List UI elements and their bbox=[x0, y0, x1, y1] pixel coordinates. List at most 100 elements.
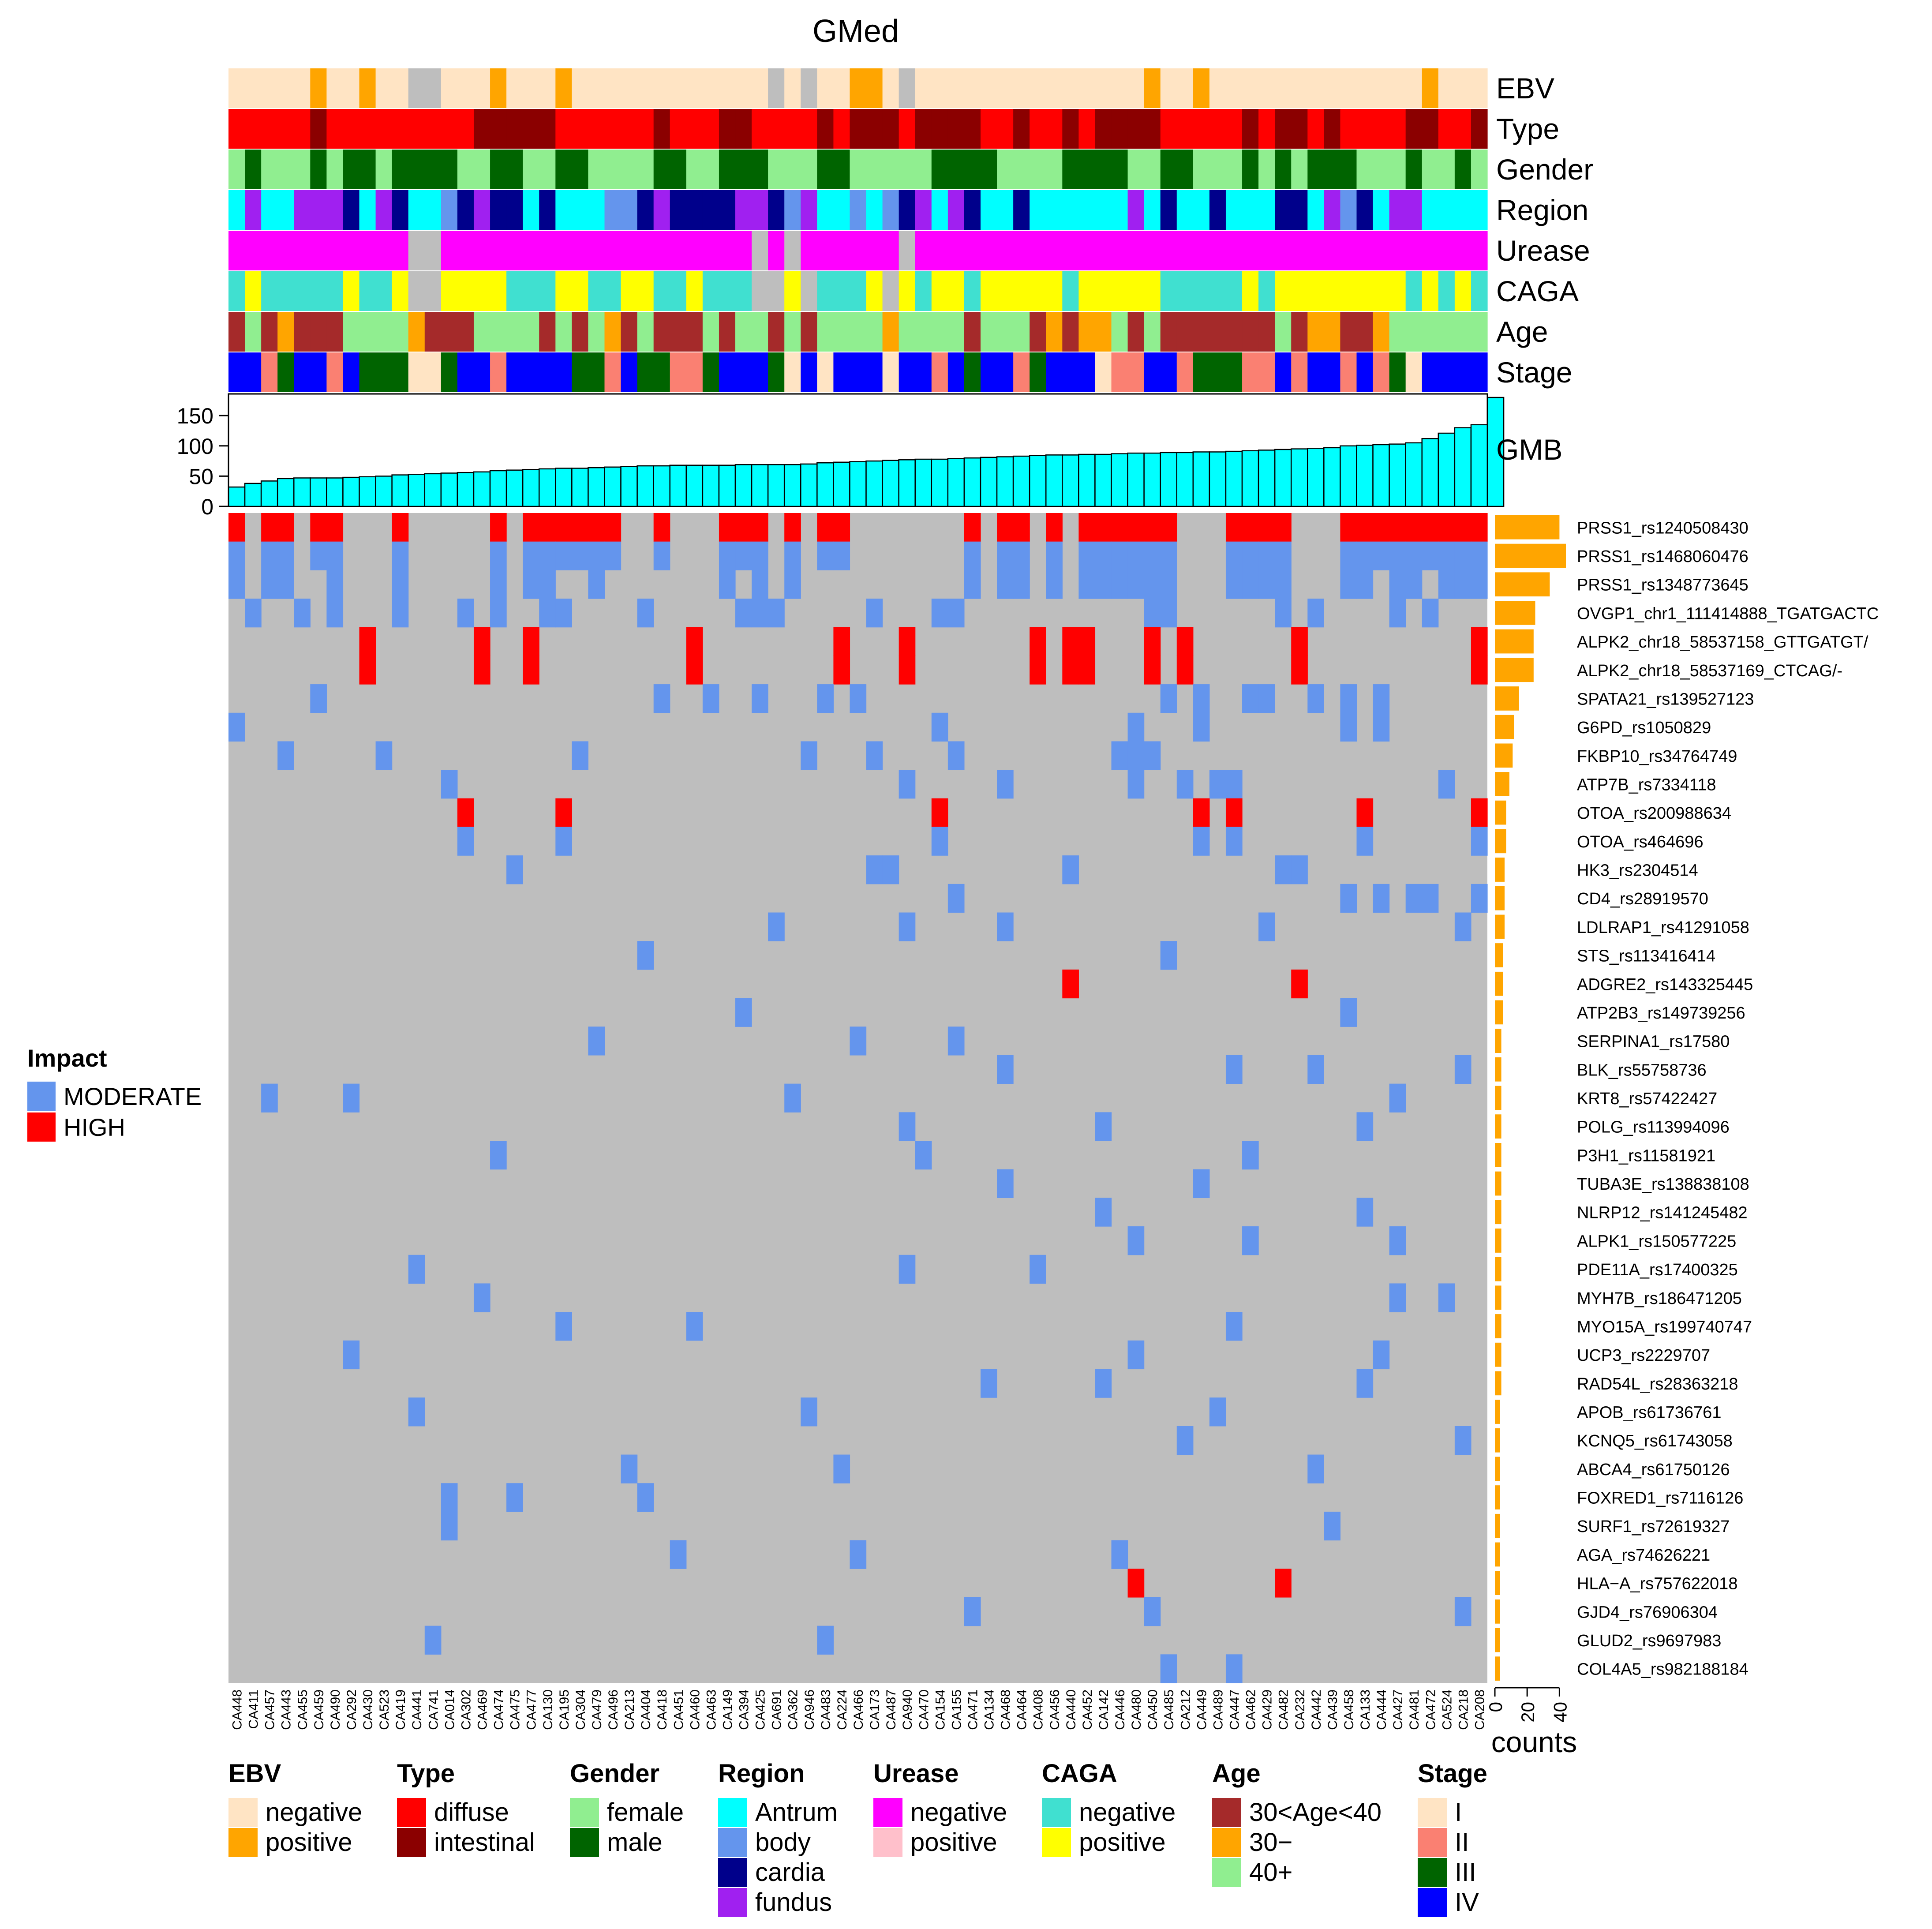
mutation-cell-moderate bbox=[653, 684, 670, 713]
track-cell-ebv bbox=[1422, 68, 1439, 108]
track-cell-caga bbox=[408, 271, 425, 311]
mutation-cell-moderate bbox=[539, 599, 556, 628]
gene-label: OTOA_rs464696 bbox=[1577, 833, 1704, 851]
track-cell-caga bbox=[735, 271, 752, 311]
track-cell-ebv bbox=[866, 68, 883, 108]
gmb-bar bbox=[1094, 453, 1112, 507]
track-cell-gender bbox=[1389, 150, 1406, 189]
mutation-cell-moderate bbox=[1013, 541, 1030, 570]
track-cell-gender bbox=[441, 150, 458, 189]
track-cell-caga bbox=[1095, 271, 1112, 311]
legend-title-age: Age bbox=[1212, 1759, 1261, 1788]
sample-label: CA449 bbox=[1194, 1689, 1209, 1730]
track-cell-ebv bbox=[1324, 68, 1341, 108]
mutation-cell-moderate bbox=[473, 1283, 490, 1312]
mutation-cell-moderate bbox=[1258, 570, 1275, 599]
mutation-cell-high bbox=[1275, 513, 1292, 542]
mutation-cell-high bbox=[457, 798, 474, 828]
gene-label: OTOA_rs200988634 bbox=[1577, 804, 1731, 823]
gmb-bar bbox=[1176, 452, 1194, 507]
mutation-cell-moderate bbox=[261, 570, 278, 599]
mutation-cell-moderate bbox=[1307, 684, 1324, 713]
sample-label: CA444 bbox=[1374, 1689, 1389, 1730]
track-cell-gender bbox=[784, 150, 801, 189]
track-cell-gender bbox=[1046, 150, 1063, 189]
track-cell-gender bbox=[964, 150, 981, 189]
gene-label: STS_rs113416414 bbox=[1577, 947, 1715, 966]
track-cell-age bbox=[1291, 312, 1308, 352]
sample-label: CA213 bbox=[622, 1689, 637, 1730]
track-cell-caga bbox=[604, 271, 622, 311]
sample-label: CA480 bbox=[1129, 1689, 1144, 1730]
track-cell-caga bbox=[784, 271, 801, 311]
track-cell-gender bbox=[1340, 150, 1357, 189]
track-cell-stage bbox=[637, 352, 654, 392]
sample-label: CA408 bbox=[1031, 1689, 1046, 1730]
track-cell-stage bbox=[1030, 352, 1046, 392]
track-cell-caga bbox=[670, 271, 687, 311]
track-cell-ebv bbox=[653, 68, 670, 108]
track-cell-gender bbox=[1438, 150, 1455, 189]
mutation-cell-moderate bbox=[1471, 884, 1488, 913]
sample-label: CA292 bbox=[344, 1689, 359, 1730]
track-cell-gender bbox=[866, 150, 883, 189]
legend-title-type: Type bbox=[397, 1759, 455, 1788]
gmb-bar bbox=[1160, 452, 1178, 507]
track-cell-urease bbox=[735, 231, 752, 270]
mutation-cell-moderate bbox=[1356, 541, 1374, 570]
track-cell-region bbox=[1405, 190, 1423, 230]
mutation-cell-moderate bbox=[997, 770, 1014, 799]
track-cell-urease bbox=[1438, 231, 1455, 270]
mutation-cell-moderate bbox=[1046, 570, 1063, 599]
mutation-cell-moderate bbox=[343, 1083, 360, 1112]
track-cell-age bbox=[752, 312, 768, 352]
sample-label: CA448 bbox=[230, 1689, 245, 1730]
track-cell-ebv bbox=[572, 68, 589, 108]
mutation-cell-moderate bbox=[1225, 1055, 1243, 1084]
mutation-cell-moderate bbox=[735, 998, 752, 1027]
track-cell-stage bbox=[473, 352, 490, 392]
track-cell-stage bbox=[1471, 352, 1488, 392]
gmb-bar bbox=[1111, 453, 1128, 507]
mutation-cell-high bbox=[555, 513, 572, 542]
mutation-cell-moderate bbox=[1275, 570, 1292, 599]
track-cell-region bbox=[997, 190, 1014, 230]
sample-label: CA430 bbox=[361, 1689, 375, 1730]
track-cell-caga bbox=[1275, 271, 1292, 311]
track-cell-gender bbox=[572, 150, 589, 189]
mutation-cell-high bbox=[490, 513, 507, 542]
track-cell-urease bbox=[1095, 231, 1112, 270]
gmb-bar bbox=[734, 464, 753, 507]
mutation-cell-moderate bbox=[1471, 541, 1488, 570]
track-cell-age bbox=[964, 312, 981, 352]
track-cell-type bbox=[817, 109, 834, 149]
count-bar bbox=[1495, 829, 1506, 854]
track-cell-stage bbox=[1373, 352, 1390, 392]
count-bar bbox=[1495, 1229, 1501, 1253]
sample-label: CA455 bbox=[296, 1689, 310, 1730]
mutation-cell-moderate bbox=[997, 541, 1014, 570]
track-cell-caga bbox=[621, 271, 638, 311]
track-cell-urease bbox=[375, 231, 393, 270]
mutation-cell-moderate bbox=[1307, 1055, 1324, 1084]
track-cell-ebv bbox=[833, 68, 850, 108]
track-cell-stage bbox=[359, 352, 376, 392]
track-cell-stage bbox=[1193, 352, 1210, 392]
mutation-cell-moderate bbox=[1225, 770, 1243, 799]
track-cell-age bbox=[1471, 312, 1488, 352]
track-cell-stage bbox=[801, 352, 817, 392]
mutation-cell-moderate bbox=[947, 1026, 965, 1056]
mutation-cell-moderate bbox=[1275, 599, 1292, 628]
sample-label: CA451 bbox=[671, 1689, 686, 1730]
track-cell-region bbox=[719, 190, 736, 230]
track-cell-urease bbox=[882, 231, 899, 270]
track-cell-caga bbox=[277, 271, 294, 311]
track-cell-age bbox=[735, 312, 752, 352]
track-cell-gender bbox=[408, 150, 425, 189]
mutation-cell-moderate bbox=[980, 1369, 997, 1398]
track-cell-region bbox=[1340, 190, 1357, 230]
mutation-cell-high bbox=[1225, 798, 1243, 828]
track-cell-age bbox=[392, 312, 409, 352]
mutation-cell-moderate bbox=[1373, 884, 1390, 913]
mutation-cell-high bbox=[326, 513, 344, 542]
